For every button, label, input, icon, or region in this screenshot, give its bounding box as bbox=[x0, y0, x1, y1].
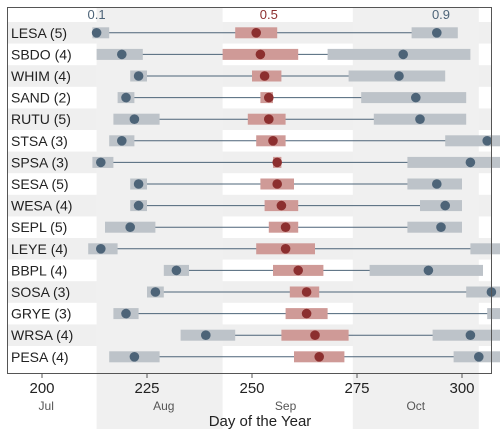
q10-point bbox=[125, 222, 135, 232]
q90-point bbox=[440, 200, 451, 211]
q10-point bbox=[96, 244, 106, 254]
x-tick-label: 300 bbox=[449, 380, 474, 397]
q10-point bbox=[121, 308, 131, 319]
q50-point bbox=[301, 308, 312, 319]
q90-point bbox=[432, 28, 442, 38]
q10-point bbox=[129, 114, 140, 124]
q10-point bbox=[129, 352, 140, 362]
q90-ci-bar bbox=[407, 221, 462, 233]
q50-point bbox=[280, 222, 291, 232]
species-label: RUTU (5) bbox=[11, 111, 71, 127]
q50-point bbox=[251, 28, 261, 38]
species-label: LEYE (4) bbox=[11, 241, 68, 257]
species-label: LESA (5) bbox=[11, 25, 67, 41]
q50-point bbox=[264, 114, 274, 124]
q10-point bbox=[121, 92, 131, 103]
x-axis: 200225250275300325JulAugSepOctNov bbox=[29, 373, 475, 413]
q90-ci-bar bbox=[470, 243, 500, 255]
q50-point bbox=[310, 330, 320, 341]
species-labels: LESA (5) SBDO (4) WHIM (4) SAND (2) RUTU (5)… bbox=[11, 25, 73, 365]
species-label: SOSA (3) bbox=[11, 284, 70, 300]
q50-point bbox=[301, 287, 312, 297]
q90-point bbox=[432, 179, 442, 189]
species-label: WESA (4) bbox=[11, 198, 72, 214]
x-tick-label: 200 bbox=[29, 380, 54, 397]
month-label: Oct bbox=[406, 399, 425, 413]
q90-ci-bar bbox=[487, 308, 500, 320]
month-band bbox=[96, 8, 223, 429]
species-label: SBDO (4) bbox=[11, 46, 72, 62]
q10-point bbox=[133, 200, 144, 211]
quantile-labels: 0.1 0.5 0.9 bbox=[88, 7, 450, 22]
q50-point bbox=[268, 136, 278, 146]
species-label: SPSA (3) bbox=[11, 154, 69, 170]
q90-point bbox=[394, 71, 404, 81]
q10-point bbox=[201, 330, 211, 341]
q90-ci-bar bbox=[445, 135, 500, 147]
q50-point bbox=[264, 92, 274, 103]
q10-point bbox=[150, 287, 161, 297]
q10-point bbox=[171, 265, 182, 276]
x-tick-label: 275 bbox=[344, 380, 369, 397]
q10-point bbox=[133, 179, 144, 189]
q50-point bbox=[314, 352, 325, 362]
q50-point bbox=[259, 71, 270, 81]
q50-point bbox=[293, 265, 304, 276]
q90-point bbox=[411, 92, 421, 103]
q10-point bbox=[133, 71, 144, 81]
month-label: Sep bbox=[275, 399, 297, 413]
q90-point bbox=[465, 330, 476, 341]
q90-point bbox=[423, 265, 434, 276]
plot-frame bbox=[7, 7, 492, 374]
q10-point bbox=[117, 136, 127, 146]
species-label: SAND (2) bbox=[11, 90, 71, 106]
species-label: WHIM (4) bbox=[11, 68, 71, 84]
x-axis-title: Day of the Year bbox=[209, 413, 312, 430]
quantile-label: 0.1 bbox=[88, 7, 106, 22]
q50-point bbox=[255, 49, 266, 60]
q50-point bbox=[276, 200, 287, 211]
quantile-label: 0.5 bbox=[260, 7, 278, 22]
q90-point bbox=[482, 136, 493, 146]
q50-point bbox=[272, 179, 283, 189]
q90-point bbox=[465, 157, 476, 168]
x-tick-label: 250 bbox=[239, 380, 264, 397]
q90-point bbox=[398, 49, 409, 60]
q90-ci-bar bbox=[407, 156, 500, 168]
species-label: SESA (5) bbox=[11, 176, 69, 192]
species-label: WRSA (4) bbox=[11, 327, 73, 343]
chart-marks bbox=[88, 27, 500, 363]
species-label: STSA (3) bbox=[11, 133, 68, 149]
species-label: SEPL (5) bbox=[11, 219, 67, 235]
q50-point bbox=[272, 157, 283, 168]
q90-ci-bar bbox=[466, 286, 500, 298]
x-tick-label: 225 bbox=[134, 380, 159, 397]
q90-point bbox=[436, 222, 446, 232]
species-label: BBPL (4) bbox=[11, 262, 67, 278]
q50-point bbox=[280, 244, 291, 254]
quantile-label: 0.9 bbox=[432, 7, 450, 22]
q90-point bbox=[415, 114, 425, 124]
month-label: Aug bbox=[153, 399, 174, 413]
q90-point bbox=[474, 352, 484, 362]
species-label: PESA (4) bbox=[11, 349, 69, 365]
q10-point bbox=[117, 49, 127, 60]
month-label: Jul bbox=[39, 399, 54, 413]
q10-point bbox=[91, 28, 102, 38]
q10-point bbox=[96, 157, 106, 168]
species-label: GRYE (3) bbox=[11, 306, 71, 322]
